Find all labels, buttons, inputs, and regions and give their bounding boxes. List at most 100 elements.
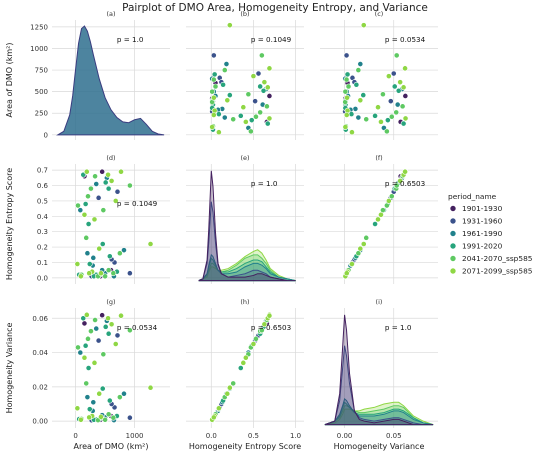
scatter-point <box>105 330 112 337</box>
legend-marker <box>449 205 457 212</box>
x-axis-label: Homogeneity Entropy Score <box>189 442 301 451</box>
legend-item-label: 1961-1990 <box>462 229 503 238</box>
kde-series-1 <box>324 345 434 426</box>
p-value-annotation: p = 1.0 <box>251 179 278 188</box>
legend-item-label: 1901-1930 <box>462 204 503 213</box>
scatter-point <box>96 245 103 252</box>
scatter-point <box>110 414 117 421</box>
scatter-point <box>102 323 109 330</box>
legend-item-label: 2071-2099_ssp585 <box>462 267 533 276</box>
panel-8: (i) 0.00 0.05 Homogeneity Variance p = 1.0 <box>320 298 438 451</box>
legend-marker <box>449 267 457 275</box>
panel-7: (h) 0.0 0.5 1.0 Homogeneity Entropy Score p =… <box>186 298 304 451</box>
panel-5: (f) p = 0.6503 <box>320 154 438 284</box>
x-axis-label: Area of DMO (km²) <box>74 442 149 451</box>
scatter-point <box>390 70 397 77</box>
legend-item-label: 2041-2070_ssp585 <box>462 254 533 263</box>
scatter-point <box>245 91 252 98</box>
scatter-point <box>83 380 90 387</box>
scatter-point <box>255 70 262 77</box>
scatter-point <box>343 76 350 83</box>
x-tick-label: 1.0 <box>290 432 301 440</box>
y-tick-label: 0.04 <box>32 349 48 357</box>
scatter-point <box>83 234 90 241</box>
y-tick-label: 0.00 <box>32 418 48 426</box>
scatter-point <box>393 109 400 116</box>
scatter-point <box>237 365 244 371</box>
y-tick-label: 0.02 <box>32 383 48 391</box>
scatter-point <box>99 168 106 175</box>
scatter-point <box>226 92 233 99</box>
scatter-point <box>393 52 400 59</box>
kde-series-0 <box>198 170 296 282</box>
scatter-point <box>397 178 404 184</box>
scatter-point <box>378 118 384 125</box>
panel-0: (a) 0 250 500 750 1000 1250 Area of DMO (km²) p … <box>5 10 170 140</box>
scatter-point <box>375 104 381 111</box>
scatter-point <box>82 342 89 349</box>
scatter-point <box>209 124 216 130</box>
scatter-point <box>344 94 350 101</box>
scatter-point <box>253 113 259 120</box>
scatter-point <box>100 351 107 358</box>
scatter-point <box>106 397 113 404</box>
y-tick-label: 500 <box>35 88 48 96</box>
scatter-point <box>126 327 133 334</box>
scatter-point <box>357 245 364 252</box>
scatter-point <box>77 207 84 214</box>
y-axis-label: Homogeneity Entropy Score <box>5 168 14 280</box>
scatter-point <box>105 267 112 274</box>
scatter-point <box>400 84 407 91</box>
scatter-point <box>349 129 355 136</box>
y-tick-label: 0.3 <box>37 228 48 236</box>
panel-label: (e) <box>240 154 249 162</box>
scatter-point <box>106 253 113 260</box>
scatter-point <box>344 71 351 78</box>
scatter-point <box>264 120 271 127</box>
y-tick-label: 0.6 <box>37 182 49 190</box>
y-axis-label: Area of DMO (km²) <box>5 43 14 118</box>
scatter-point <box>114 332 121 339</box>
scatter-point <box>343 52 350 59</box>
scatter-point <box>85 365 92 371</box>
scatter-point <box>98 270 104 277</box>
y-tick-label: 0.0 <box>37 274 48 282</box>
scatter-point <box>372 112 378 119</box>
panel-1: (b) p = 0.1049 <box>186 10 304 140</box>
scatter-point <box>242 354 249 361</box>
scatter-point <box>250 73 257 80</box>
scatter-point <box>388 113 395 120</box>
scatter-point <box>355 67 362 73</box>
y-tick-label: 750 <box>35 67 48 75</box>
scatter-point <box>95 337 102 344</box>
panel-label: (a) <box>106 10 115 18</box>
scatter-point <box>112 341 119 347</box>
y-tick-label: 0.5 <box>37 197 48 205</box>
scatter-point <box>384 117 391 124</box>
scatter-point <box>400 120 407 127</box>
scatter-point <box>74 261 81 267</box>
scatter-point <box>210 112 217 118</box>
y-tick-label: 1000 <box>30 45 48 53</box>
scatter-point <box>253 335 259 342</box>
scatter-point <box>96 390 103 397</box>
panel-2: (c) p = 0.0534 <box>320 10 438 140</box>
scatter-point <box>93 325 100 332</box>
chart-title: Pairplot of DMO Area, Homogeneity Entrop… <box>122 2 428 14</box>
scatter-point <box>360 92 367 99</box>
scatter-point <box>78 273 84 280</box>
scatter-point <box>86 261 93 267</box>
scatter-point <box>395 87 402 94</box>
scatter-point <box>230 380 237 387</box>
scatter-point <box>224 390 231 397</box>
scatter-point <box>345 83 352 90</box>
scatter-point <box>258 52 265 59</box>
scatter-point <box>91 359 98 366</box>
kde-series-0 <box>324 314 434 426</box>
scatter-point <box>118 168 124 175</box>
scatter-point <box>343 270 350 277</box>
scatter-point <box>266 312 273 319</box>
scatter-point <box>105 411 112 418</box>
scatter-point <box>126 182 133 189</box>
scatter-point <box>147 241 154 247</box>
